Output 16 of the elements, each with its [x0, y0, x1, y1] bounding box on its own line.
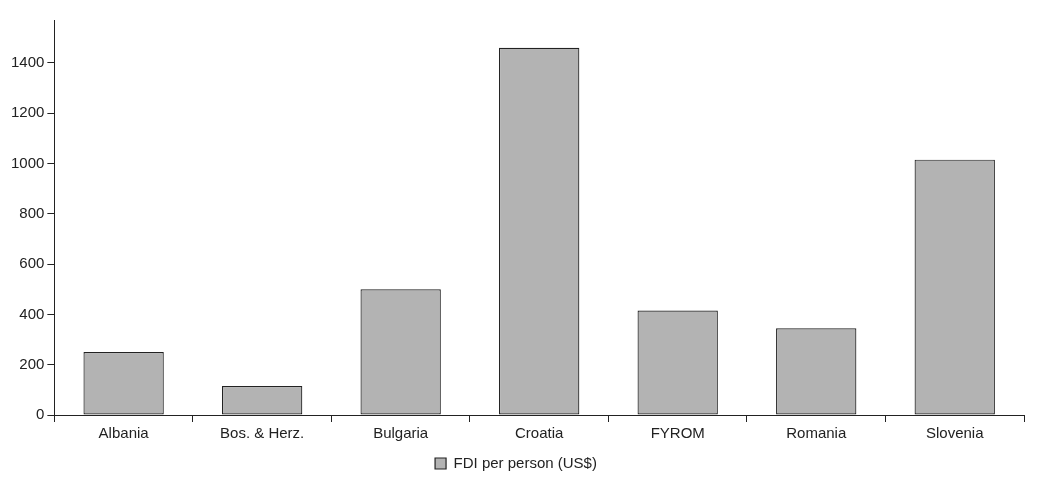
x-tick-label: Bulgaria — [373, 424, 429, 442]
x-tick-label: FYROM — [650, 424, 705, 442]
legend-label: FDI per person (US$) — [453, 453, 597, 471]
y-tick-label: 1000 — [10, 153, 45, 171]
x-tick-label: Slovenia — [925, 424, 985, 442]
y-tick-label: 1400 — [10, 52, 45, 70]
x-tick-label: Croatia — [515, 424, 565, 442]
y-tick-label: 0 — [36, 405, 45, 423]
y-tick-label: 200 — [19, 354, 45, 372]
y-tick-label: 800 — [19, 203, 45, 221]
x-tick-label: Albania — [98, 424, 150, 442]
x-tick-label: Bos. & Herz. — [220, 424, 305, 442]
y-tick-label: 400 — [19, 304, 45, 322]
y-tick-label: 1200 — [10, 103, 45, 121]
x-tick-label: Romania — [786, 424, 847, 442]
y-tick-label: 600 — [19, 254, 45, 272]
